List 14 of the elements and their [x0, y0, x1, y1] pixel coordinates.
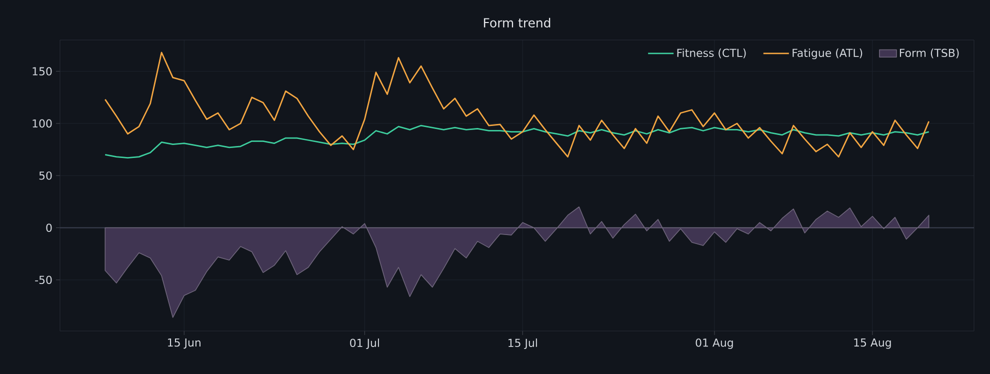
y-tick-label: 50	[39, 171, 52, 180]
y-tick-label: 0	[46, 224, 52, 232]
legend-label: Form (TSB)	[900, 48, 959, 58]
legend-label: Fitness (CTL)	[677, 48, 746, 58]
chart-title: Form trend	[484, 18, 550, 28]
y-tick-label: 100	[32, 119, 52, 128]
legend-label: Fatigue (ATL)	[792, 48, 862, 60]
x-tick-label: 01 Aug	[696, 338, 733, 349]
y-tick-label: -50	[35, 276, 52, 284]
x-tick-label: 15 Aug	[854, 338, 891, 349]
x-tick-label: 15 Jul	[508, 338, 537, 350]
x-tick-label: 01 Jul	[350, 338, 379, 350]
y-tick-label: 150	[32, 67, 52, 76]
x-tick-label: 15 Jun	[168, 338, 200, 349]
